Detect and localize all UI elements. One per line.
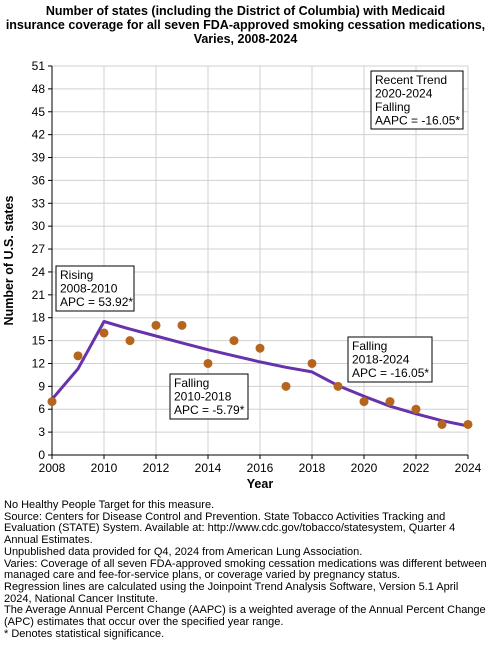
note-line: * Denotes statistical significance. (4, 627, 165, 640)
y-tick-label: 33 (32, 196, 46, 210)
y-tick-label: 18 (32, 311, 46, 325)
annotation-text: APC = -16.05* (352, 366, 429, 380)
y-axis-label: Number of U.S. states (2, 196, 16, 326)
y-tick-label: 48 (32, 82, 46, 96)
data-point (437, 419, 447, 429)
data-point (411, 404, 421, 414)
y-tick-label: 12 (32, 356, 46, 370)
note-line: Unpublished data provided for Q4, 2024 f… (4, 545, 363, 558)
y-tick-label: 21 (32, 288, 46, 302)
x-tick-label: 2008 (39, 461, 66, 475)
data-point (359, 397, 369, 407)
y-tick-label: 9 (38, 379, 45, 393)
chart-title-line: Number of states (including the District… (45, 4, 446, 18)
annotation-text: APC = 53.92* (60, 295, 133, 309)
annotation-text: Recent Trend (375, 73, 447, 87)
annotation-text: Falling (375, 100, 410, 114)
data-point (151, 320, 161, 330)
note-line: Varies: Coverage of all seven FDA-approv… (4, 557, 487, 582)
y-tick-label: 51 (32, 59, 46, 73)
y-tick-label: 36 (32, 173, 46, 187)
y-tick-label: 42 (32, 128, 46, 142)
data-point (281, 381, 291, 391)
y-tick-label: 6 (38, 402, 45, 416)
chart-notes: No Healthy People Target for this measur… (4, 499, 488, 640)
note-line: Source: Centers for Disease Control and … (4, 510, 456, 547)
y-tick-label: 27 (32, 242, 46, 256)
x-tick-label: 2016 (247, 461, 274, 475)
x-tick-label: 2014 (195, 461, 222, 475)
x-tick-label: 2022 (403, 461, 430, 475)
data-point (125, 336, 135, 346)
data-point (255, 343, 265, 353)
annotation-text: 2008-2010 (60, 282, 118, 296)
chart-title-line: Varies, 2008-2024 (193, 32, 298, 46)
annotation-text: AAPC = -16.05* (375, 114, 460, 128)
annotation-text: Falling (352, 339, 387, 353)
x-tick-label: 2012 (143, 461, 170, 475)
y-tick-label: 30 (32, 219, 46, 233)
data-point (177, 320, 187, 330)
data-point (463, 419, 473, 429)
x-tick-label: 2020 (351, 461, 378, 475)
data-point (385, 397, 395, 407)
note-line: The Average Annual Percent Change (AAPC)… (4, 604, 486, 629)
chart-title-line: insurance coverage for all seven FDA-app… (5, 18, 486, 32)
chart-title: Number of states (including the District… (0, 4, 491, 46)
y-tick-label: 15 (32, 334, 46, 348)
data-point (229, 336, 239, 346)
annotation-text: 2020-2024 (375, 87, 433, 101)
y-tick-label: 45 (32, 105, 46, 119)
annotation-text: APC = -5.79* (174, 403, 245, 417)
annotation-box (55, 265, 135, 312)
y-tick-label: 3 (38, 425, 45, 439)
x-tick-label: 2010 (91, 461, 118, 475)
annotation-text: Rising (60, 268, 93, 282)
data-point (203, 358, 213, 368)
annotation-text: 2018-2024 (352, 353, 410, 367)
trend-line (50, 320, 469, 428)
note-line: No Healthy People Target for this measur… (4, 499, 215, 511)
data-point (333, 381, 343, 391)
y-tick-label: 39 (32, 151, 46, 165)
data-point (307, 358, 317, 368)
x-axis-label: Year (247, 477, 274, 491)
x-tick-label: 2024 (455, 461, 482, 475)
annotation-box (370, 70, 464, 130)
annotation-text: Falling (174, 376, 209, 390)
annotation-box (169, 373, 249, 420)
x-tick-label: 2018 (299, 461, 326, 475)
y-tick-label: 0 (38, 448, 45, 462)
annotation-box (347, 336, 433, 383)
annotation-text: 2010-2018 (174, 390, 232, 404)
y-tick-label: 24 (32, 265, 46, 279)
data-point (47, 397, 57, 407)
data-point (99, 328, 109, 338)
note-line: Regression lines are calculated using th… (4, 580, 459, 605)
data-point (73, 351, 83, 361)
